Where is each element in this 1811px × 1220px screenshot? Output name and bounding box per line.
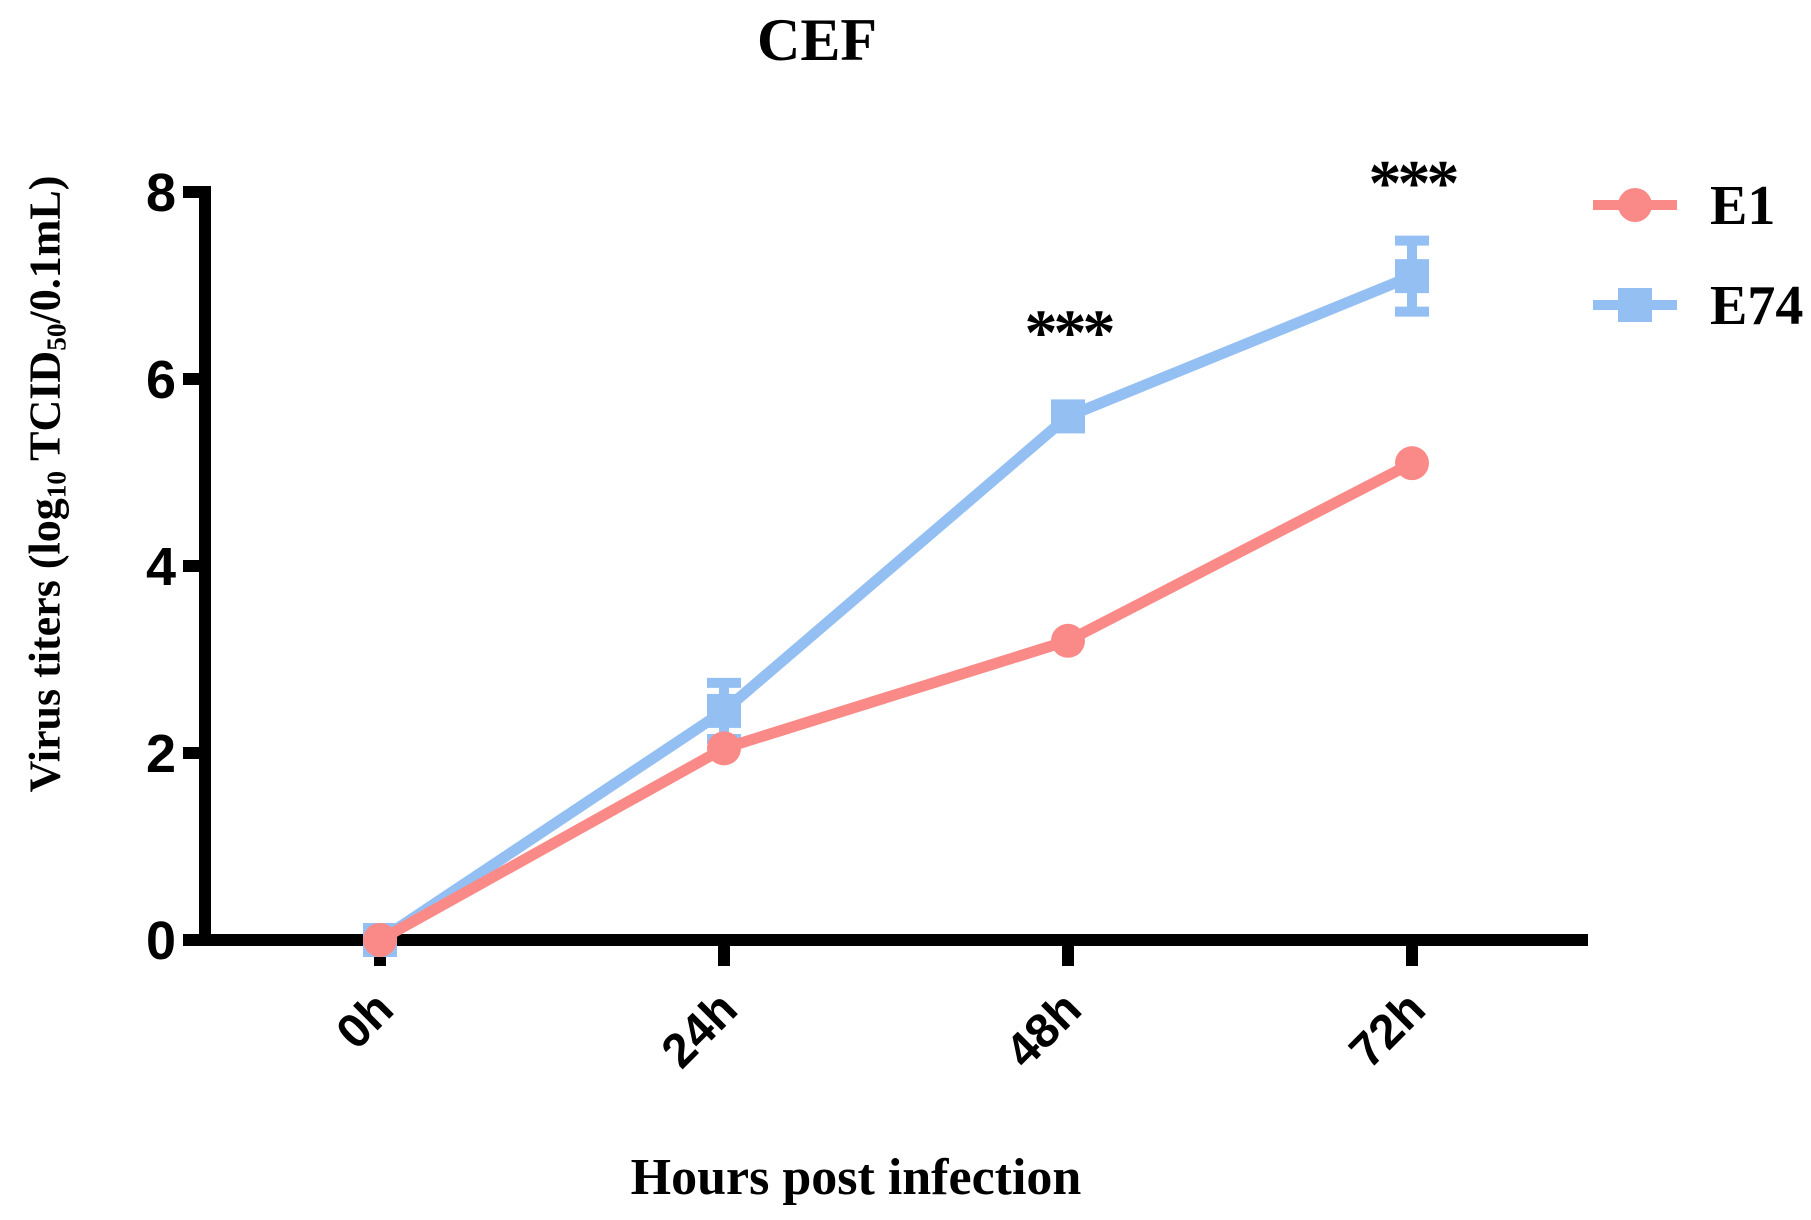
significance-marker: *** — [1369, 147, 1458, 220]
y-axis-title-text: TCID — [20, 350, 70, 472]
legend: E1 E74 — [1593, 175, 1803, 337]
series-line — [377, 458, 1415, 945]
data-point-marker — [1395, 446, 1429, 481]
data-point-marker — [1051, 623, 1085, 658]
legend-marker-icon — [1618, 288, 1652, 322]
y-tick-label: 6 — [146, 350, 176, 410]
data-point-marker — [1051, 399, 1085, 434]
y-axis-title: Virus titers (log10 TCID50/0.1mL) — [20, 176, 73, 793]
y-axis-title-text: Virus titers (log — [20, 498, 70, 793]
data-point-marker — [707, 731, 741, 766]
axes — [183, 186, 1588, 966]
legend-item-E1: E1 — [1593, 175, 1775, 237]
y-axis-title-subscript: 10 — [41, 471, 72, 499]
x-tick-label: 48h — [996, 982, 1092, 1078]
x-tick-label: 24h — [652, 982, 748, 1078]
data-point-marker — [363, 923, 397, 957]
y-tick-label: 2 — [146, 724, 176, 784]
data-point-marker — [707, 693, 741, 728]
y-axis-title-subscript: 50 — [41, 323, 72, 351]
y-axis-title-text: /0.1mL) — [20, 175, 70, 324]
y-tick-label: 0 — [146, 911, 176, 971]
x-tick-label: 72h — [1340, 982, 1436, 1078]
legend-item-E74: E74 — [1593, 275, 1803, 337]
series-E1 — [363, 446, 1429, 957]
x-axis-title: Hours post infection — [630, 1149, 1082, 1206]
data-point-marker — [1395, 259, 1429, 294]
y-tick-label: 8 — [146, 163, 176, 223]
legend-label: E1 — [1710, 175, 1775, 237]
legend-marker-icon — [1618, 188, 1652, 222]
significance-marker: *** — [1025, 297, 1114, 370]
legend-label: E74 — [1710, 275, 1803, 337]
y-tick-label: 4 — [146, 537, 176, 597]
chart-title: CEF — [757, 7, 877, 73]
series-line — [376, 271, 1415, 945]
series-E74 — [363, 235, 1429, 957]
x-tick-label: 0h — [327, 982, 404, 1059]
